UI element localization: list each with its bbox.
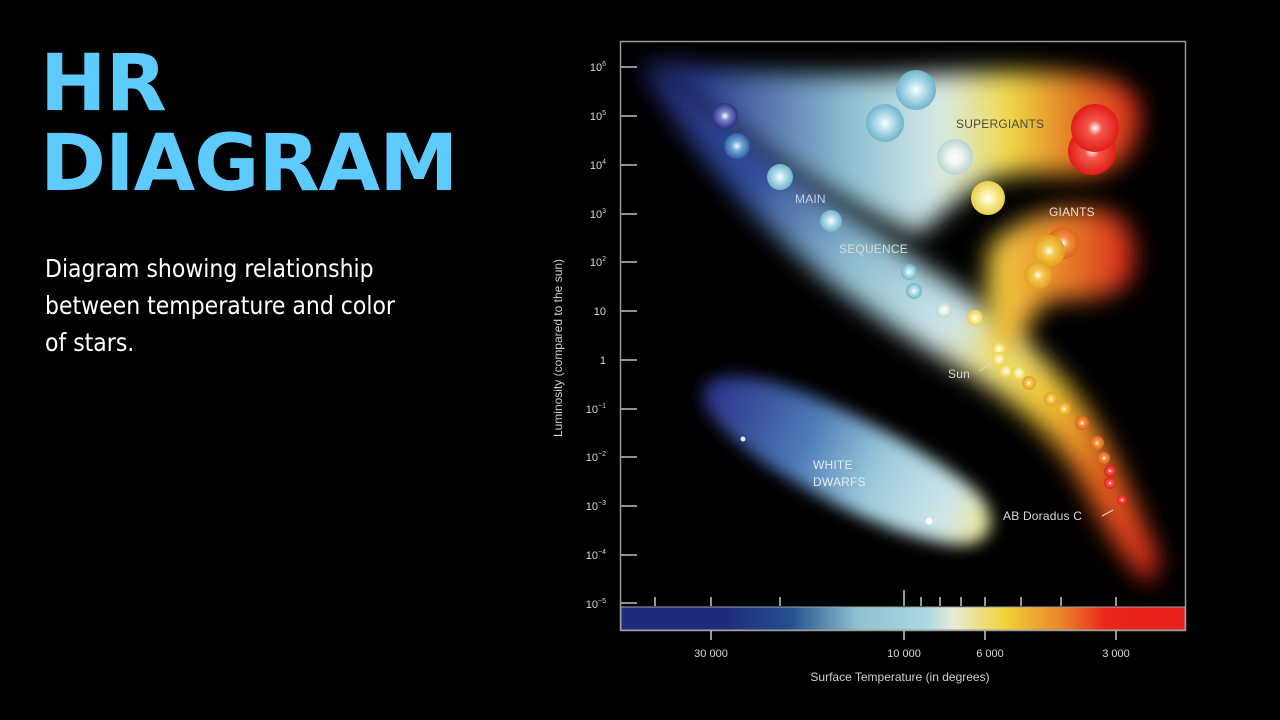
y-tick-labels: 106 105 104 103 102 10 1 10−1 10−2 10−3 … [586,61,606,611]
star-icon [992,342,1006,356]
star-icon [1024,261,1052,289]
y-tick-label: 1 [600,355,606,367]
star-icon [866,104,904,142]
y-tick-label: 10−4 [586,549,606,562]
y-tick-label: 102 [590,256,606,269]
supergiants-label: SUPERGIANTS [956,117,1044,131]
stars [712,70,1127,525]
star-icon [724,133,750,159]
x-tick-label: 10 000 [887,648,921,660]
star-icon [1071,104,1119,152]
star-icon [906,283,922,299]
region-labels: SUPERGIANTS GIANTS MAIN SEQUENCE WHITE D… [795,117,1095,489]
slide-subtitle: Diagram showing relationship between tem… [45,254,395,357]
star-icon [1090,436,1104,450]
star-icon [901,264,917,280]
star-icon [1098,452,1110,464]
x-tick-labels: 30 000 10 000 6 000 3 000 [694,648,1130,660]
sun-label: Sun [948,367,970,381]
sequence-label: SEQUENCE [839,242,908,256]
x-tick-label: 3 000 [1102,648,1130,660]
slide-title: HR DIAGRAM [40,39,458,209]
y-tick-label: 10 [594,306,606,318]
star-icon [1075,416,1089,430]
white-label: WHITE [813,458,853,472]
y-axis [621,66,637,604]
y-tick-label: 105 [590,110,606,123]
star-icon [999,364,1013,378]
star-icon [1117,495,1127,505]
supergiants-band [650,62,1140,235]
y-tick-label: 10−5 [586,598,606,611]
temperature-color-bar [620,606,1186,631]
ab-doradus-label: AB Doradus C [1003,509,1082,523]
glow-bands [640,62,1160,585]
giants-band [986,208,1135,360]
main-label: MAIN [795,192,826,206]
x-tick-label: 6 000 [976,648,1004,660]
giants-label: GIANTS [1049,205,1095,219]
y-tick-label: 103 [590,208,606,221]
star-icon [1022,376,1036,390]
star-icon [967,310,983,326]
star-icon [992,352,1006,366]
main-sequence-band [640,62,1160,585]
y-tick-label: 106 [590,61,606,74]
star-icon [936,302,952,318]
title-line-1: HR [40,39,167,129]
star-icon [925,517,933,525]
star-icon [740,436,746,442]
annotations: Sun AB Doradus C [948,363,1114,523]
star-icon [712,103,738,129]
y-tick-label: 10−1 [586,403,606,416]
x-tick-label: 30 000 [694,648,728,660]
y-tick-label: 10−2 [586,451,606,464]
star-icon [1104,477,1116,489]
star-icon [767,164,793,190]
star-icon [971,181,1005,215]
star-icon [820,210,842,232]
star-icon [1104,465,1116,477]
y-axis-title: Luminosity (compared to the sun) [551,259,565,437]
y-tick-label: 104 [590,159,606,172]
x-axis-ticks [654,590,1117,640]
x-axis-title: Surface Temperature (in degrees) [810,670,989,684]
star-icon [1057,402,1071,416]
title-line-2: DIAGRAM [40,119,458,209]
star-icon [1012,366,1026,380]
y-tick-label: 10−3 [586,500,606,513]
star-icon [1044,392,1058,406]
white-dwarfs-band [702,376,991,545]
star-icon [896,70,936,110]
star-icon [937,139,973,175]
star-icon [1033,235,1065,267]
dwarfs-label: DWARFS [813,475,866,489]
